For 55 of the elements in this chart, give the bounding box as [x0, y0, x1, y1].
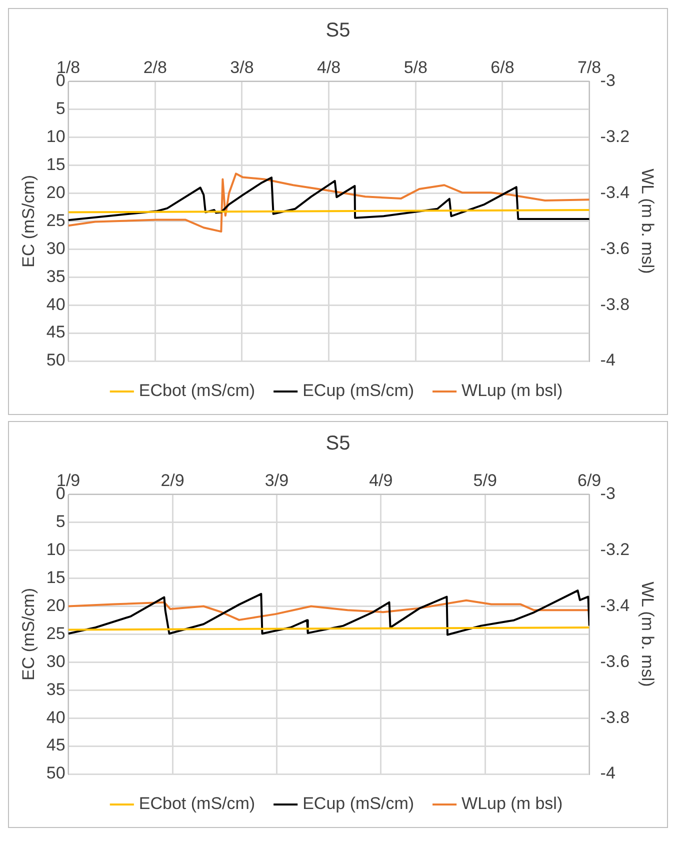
y2-tick-label: -3 — [600, 484, 616, 504]
y2-tick-label: -3.2 — [600, 127, 630, 146]
y-tick-label: 15 — [46, 568, 66, 587]
legend-label: ECup (mS/cm) — [302, 794, 414, 814]
x-tick-label: 7/8 — [577, 58, 602, 77]
x-tick-label: 3/9 — [264, 470, 289, 490]
y2-tick-label: -3.6 — [600, 652, 630, 671]
y2-tick-label: -4 — [600, 350, 616, 370]
legend-label: ECup (mS/cm) — [302, 381, 414, 400]
y-tick-label: 45 — [46, 736, 66, 755]
y-tick-label: 30 — [46, 652, 66, 671]
y-tick-label: 40 — [46, 294, 66, 314]
y-tick-label: 5 — [56, 512, 66, 532]
x-tick-label: 3/8 — [230, 58, 254, 77]
y2-tick-label: -3.4 — [600, 182, 630, 202]
legend-label: WLup (m bsl) — [462, 381, 563, 400]
y2-tick-label: -3.4 — [600, 596, 630, 615]
x-tick-label: 4/9 — [369, 470, 393, 490]
y-tick-label: 25 — [46, 624, 66, 643]
legend-label: ECbot (mS/cm) — [138, 794, 256, 814]
y-tick-label: 50 — [46, 350, 66, 370]
y-tick-label: 5 — [56, 99, 66, 118]
y-axis-title: EC (mS/cm) — [18, 588, 38, 680]
y2-tick-label: -3.8 — [600, 708, 630, 727]
x-tick-label: 5/9 — [473, 470, 497, 490]
y2-axis-title: WL (m b. msl) — [638, 582, 658, 687]
y-tick-label: 50 — [46, 764, 66, 783]
chart-title: S5 — [326, 432, 350, 455]
y-tick-label: 10 — [46, 127, 66, 146]
y-tick-label: 10 — [46, 540, 66, 560]
y-tick-label: 35 — [46, 266, 66, 286]
y-tick-label: 20 — [46, 182, 66, 202]
x-tick-label: 5/8 — [404, 58, 428, 77]
y-tick-label: 20 — [46, 596, 66, 615]
y2-tick-label: -4 — [600, 764, 616, 783]
y-tick-label: 30 — [46, 238, 66, 258]
y2-tick-label: -3 — [600, 71, 616, 90]
y-axis-title: EC (mS/cm) — [18, 174, 38, 268]
legend-label: WLup (m bsl) — [462, 794, 563, 814]
y-tick-label: 35 — [46, 680, 66, 699]
y2-tick-label: -3.2 — [600, 540, 630, 560]
x-tick-label: 2/8 — [143, 58, 167, 77]
legend-label: ECbot (mS/cm) — [138, 381, 256, 400]
chart-title: S5 — [326, 20, 350, 42]
y2-tick-label: -3.8 — [600, 294, 630, 314]
x-tick-label: 6/8 — [490, 58, 514, 77]
y2-axis-title: WL (m b. msl) — [638, 168, 658, 274]
x-tick-label: 2/9 — [160, 470, 184, 490]
x-tick-label: 6/9 — [577, 470, 602, 490]
y-tick-label: 15 — [46, 154, 66, 174]
y-tick-label: 40 — [46, 708, 66, 727]
x-tick-label: 4/8 — [316, 58, 341, 77]
y-tick-label: 45 — [46, 322, 66, 342]
y-tick-label: 25 — [46, 210, 66, 230]
y2-tick-label: -3.6 — [600, 238, 630, 258]
